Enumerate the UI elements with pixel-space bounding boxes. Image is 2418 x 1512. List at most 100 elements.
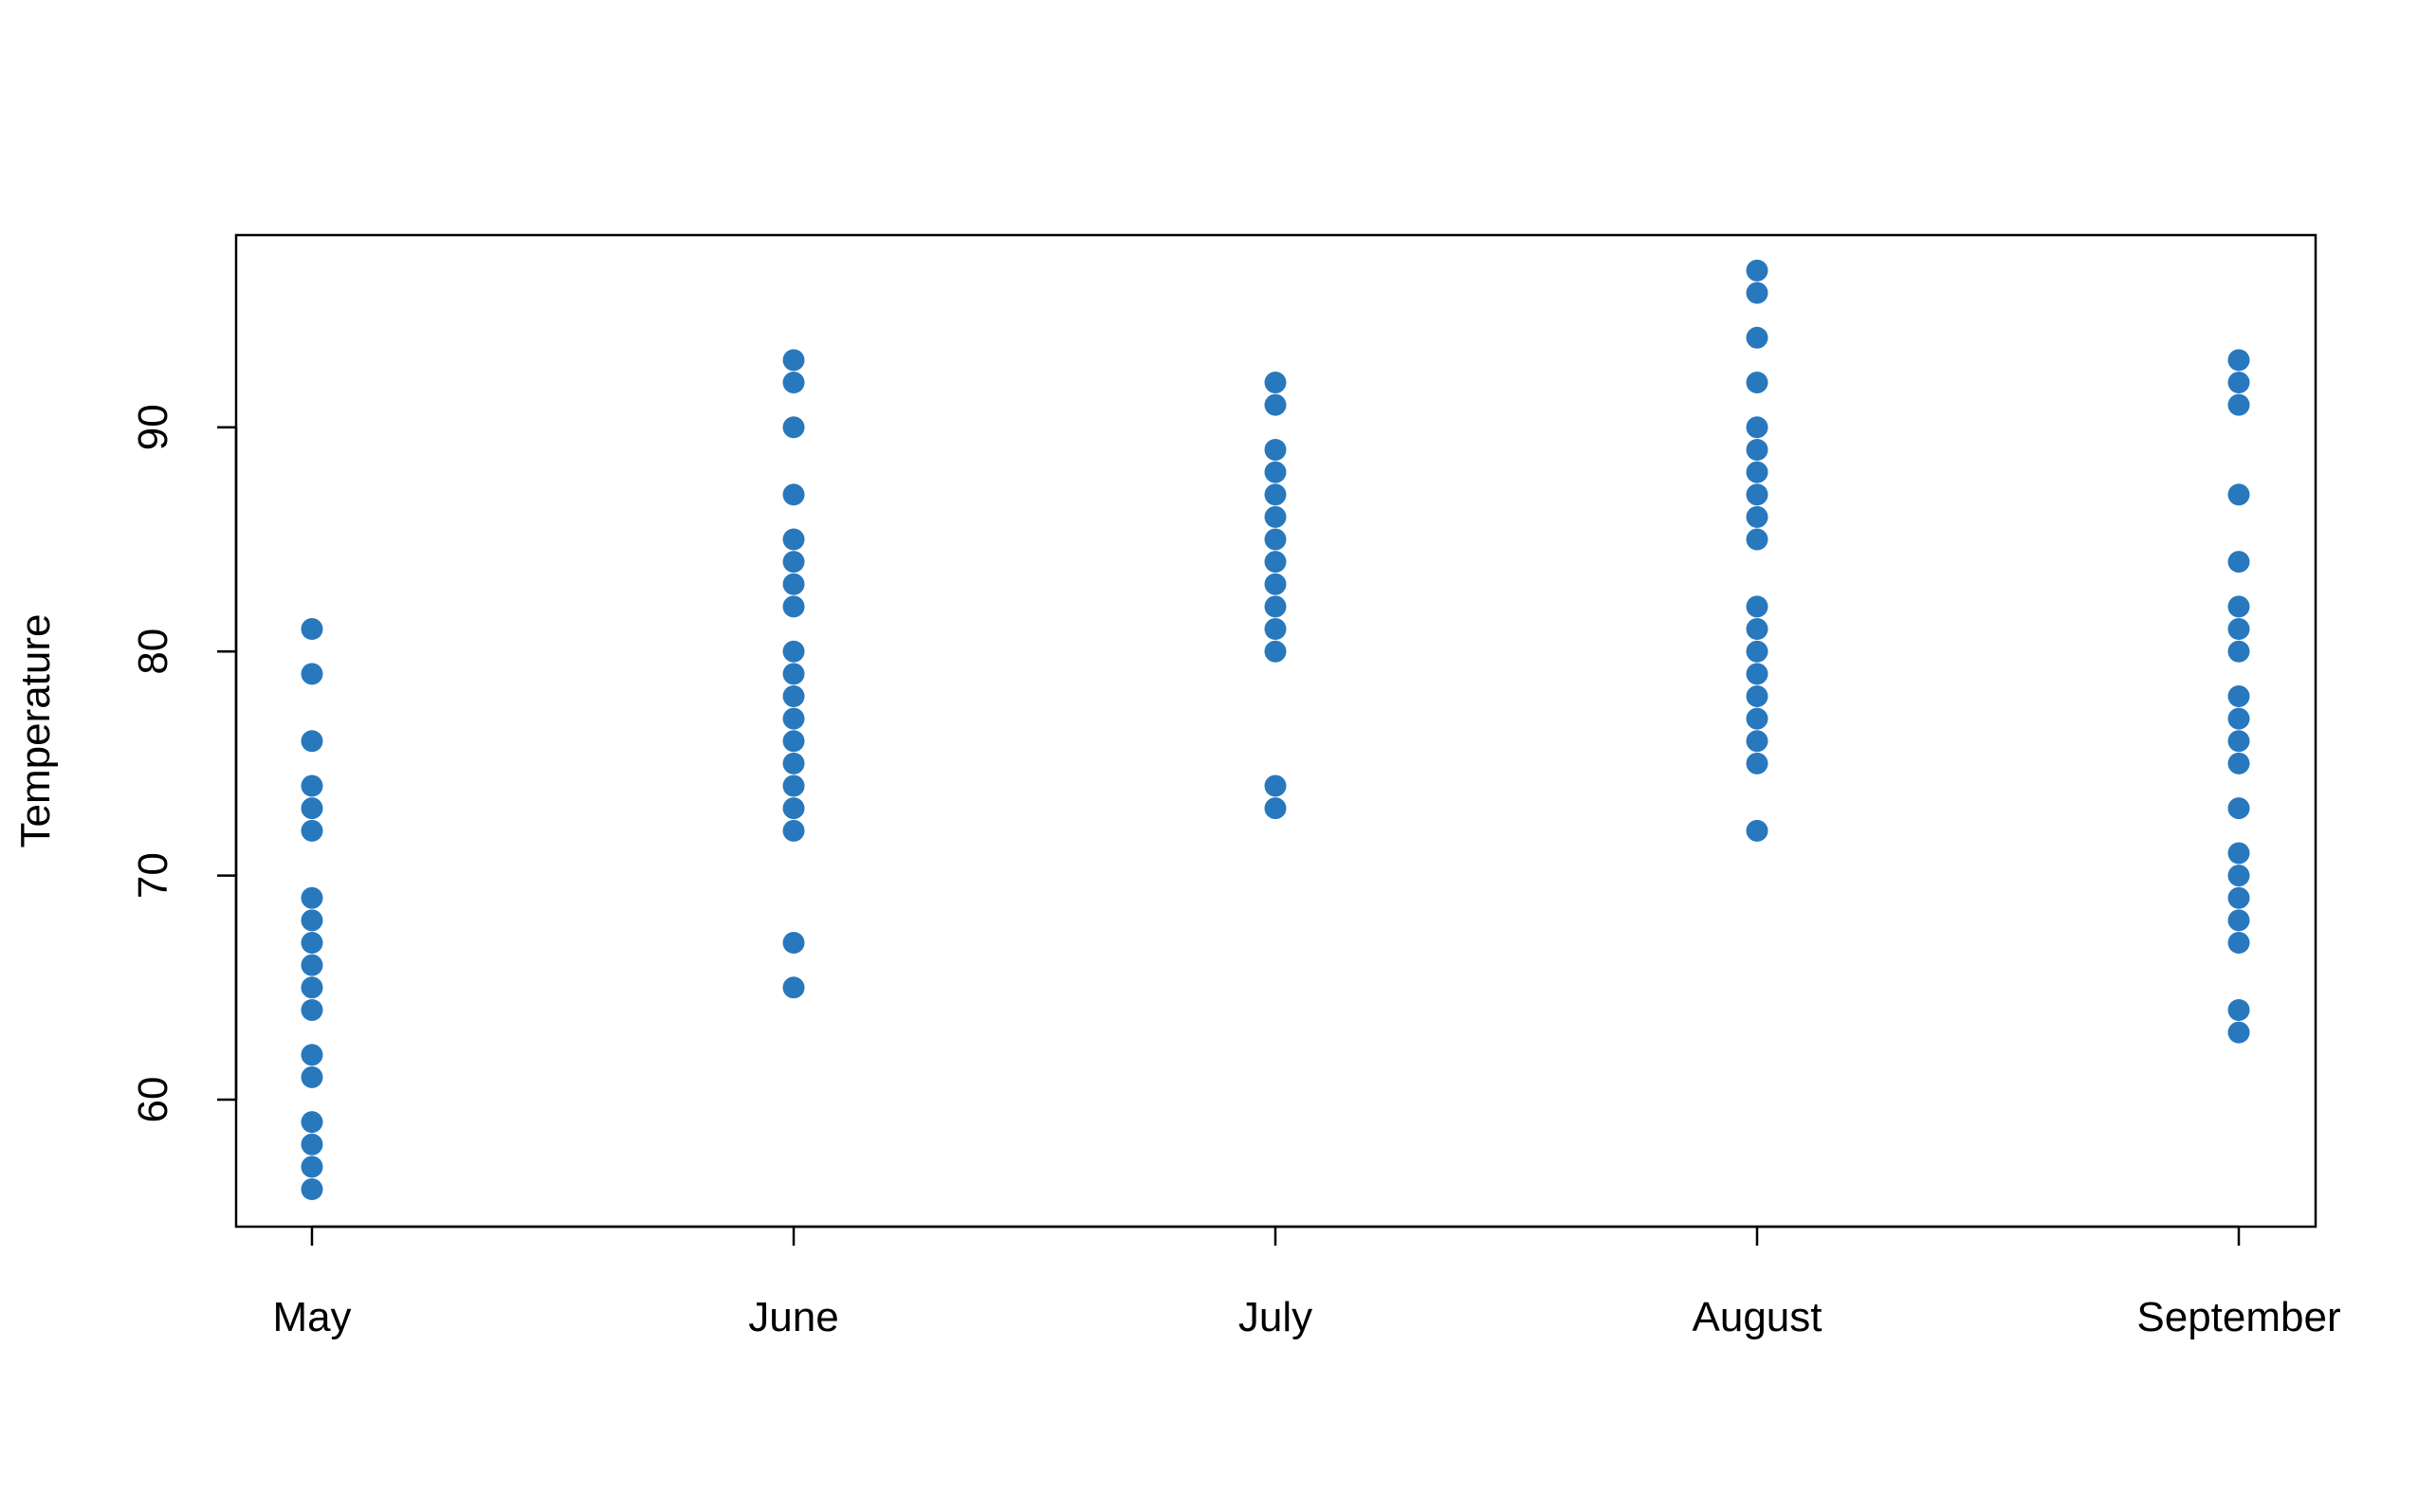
- data-point: [1264, 393, 1287, 416]
- data-point: [782, 528, 805, 551]
- data-point: [1264, 372, 1287, 394]
- data-point: [1746, 372, 1768, 394]
- data-point: [1264, 551, 1287, 574]
- data-point: [301, 730, 323, 753]
- data-point: [1264, 573, 1287, 595]
- data-point: [782, 774, 805, 797]
- data-point: [1746, 819, 1768, 842]
- x-tick-label: July: [1238, 1294, 1312, 1340]
- data-point: [782, 483, 805, 506]
- data-point: [782, 573, 805, 595]
- data-point: [782, 595, 805, 618]
- data-point: [782, 976, 805, 999]
- x-tick-label: June: [748, 1294, 838, 1340]
- data-point: [1264, 461, 1287, 483]
- data-point: [2227, 595, 2250, 618]
- data-point: [301, 797, 323, 820]
- data-point: [301, 663, 323, 685]
- data-point: [782, 551, 805, 574]
- data-point: [1746, 595, 1768, 618]
- data-point: [2227, 349, 2250, 372]
- data-point: [301, 932, 323, 955]
- data-point: [1746, 684, 1768, 707]
- data-point: [782, 730, 805, 753]
- data-point: [2227, 730, 2250, 753]
- data-point: [782, 797, 805, 820]
- data-point: [1746, 730, 1768, 753]
- data-point: [782, 932, 805, 955]
- y-tick-label: 80: [130, 628, 176, 675]
- data-point: [1746, 752, 1768, 774]
- data-point: [301, 998, 323, 1021]
- data-point: [782, 819, 805, 842]
- data-point: [782, 684, 805, 707]
- data-point: [782, 349, 805, 372]
- data-point: [782, 752, 805, 774]
- data-point: [301, 1133, 323, 1156]
- data-point: [782, 663, 805, 685]
- data-point: [782, 640, 805, 663]
- data-point: [1264, 528, 1287, 551]
- data-point: [2227, 393, 2250, 416]
- data-point: [2227, 684, 2250, 707]
- data-point: [1746, 438, 1768, 461]
- data-point: [1746, 528, 1768, 551]
- x-tick-label: May: [272, 1294, 351, 1340]
- data-point: [2227, 640, 2250, 663]
- x-axis: May June July August September: [272, 1225, 2341, 1340]
- y-tick-label: 70: [130, 852, 176, 899]
- data-point: [2227, 797, 2250, 820]
- data-point: [2227, 842, 2250, 865]
- data-point: [301, 819, 323, 842]
- data-point: [1264, 438, 1287, 461]
- data-point: [301, 976, 323, 999]
- data-point: [2227, 372, 2250, 394]
- data-point: [1264, 595, 1287, 618]
- data-point: [1746, 416, 1768, 439]
- data-point: [2227, 865, 2250, 887]
- data-point: [2227, 932, 2250, 955]
- y-axis: 60 70 80 90: [130, 404, 238, 1123]
- data-points: [301, 259, 2250, 1201]
- data-point: [301, 886, 323, 909]
- data-point: [1264, 618, 1287, 641]
- data-point: [1746, 640, 1768, 663]
- data-point: [301, 774, 323, 797]
- data-point: [1746, 326, 1768, 349]
- x-tick-label: September: [2136, 1294, 2340, 1340]
- y-tick-label: 90: [130, 404, 176, 450]
- data-point: [2227, 909, 2250, 932]
- data-point: [2227, 551, 2250, 574]
- data-point: [782, 416, 805, 439]
- data-point: [1264, 774, 1287, 797]
- data-point: [301, 618, 323, 641]
- data-point: [1746, 282, 1768, 304]
- data-point: [301, 1111, 323, 1134]
- data-point: [1264, 797, 1287, 820]
- data-point: [2227, 886, 2250, 909]
- data-point: [1264, 640, 1287, 663]
- y-axis-label: Temperature: [12, 613, 59, 847]
- data-point: [301, 1044, 323, 1066]
- data-point: [301, 909, 323, 932]
- data-point: [1746, 618, 1768, 641]
- data-point: [301, 954, 323, 976]
- data-point: [301, 1178, 323, 1201]
- data-point: [2227, 618, 2250, 641]
- data-point: [2227, 1021, 2250, 1044]
- y-tick-label: 60: [130, 1077, 176, 1123]
- data-point: [1746, 483, 1768, 506]
- data-point: [1746, 461, 1768, 483]
- data-point: [301, 1156, 323, 1178]
- data-point: [2227, 998, 2250, 1021]
- data-point: [1264, 505, 1287, 528]
- data-point: [1746, 505, 1768, 528]
- data-point: [1746, 663, 1768, 685]
- data-point: [782, 707, 805, 730]
- data-point: [2227, 483, 2250, 506]
- data-point: [301, 1066, 323, 1088]
- data-point: [1746, 707, 1768, 730]
- x-tick-label: August: [1693, 1294, 1823, 1340]
